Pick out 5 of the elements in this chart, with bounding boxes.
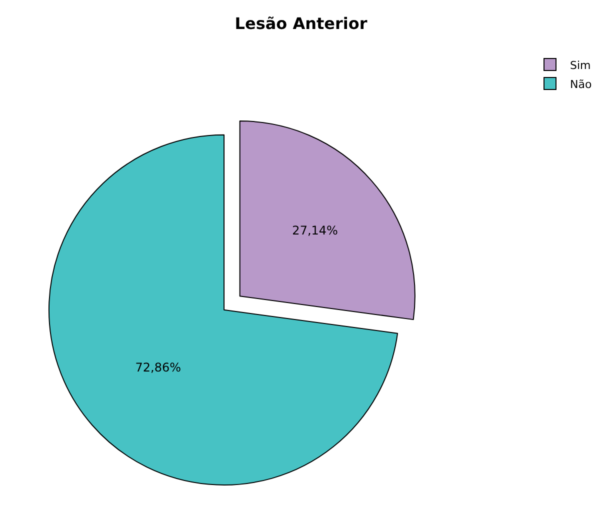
legend-label: Sim (570, 58, 591, 72)
chart-title: Lesão Anterior (234, 14, 368, 34)
data-label: 27,14% (292, 223, 338, 238)
data-label: 72,86% (135, 360, 182, 375)
legend-label: Não (570, 78, 592, 91)
